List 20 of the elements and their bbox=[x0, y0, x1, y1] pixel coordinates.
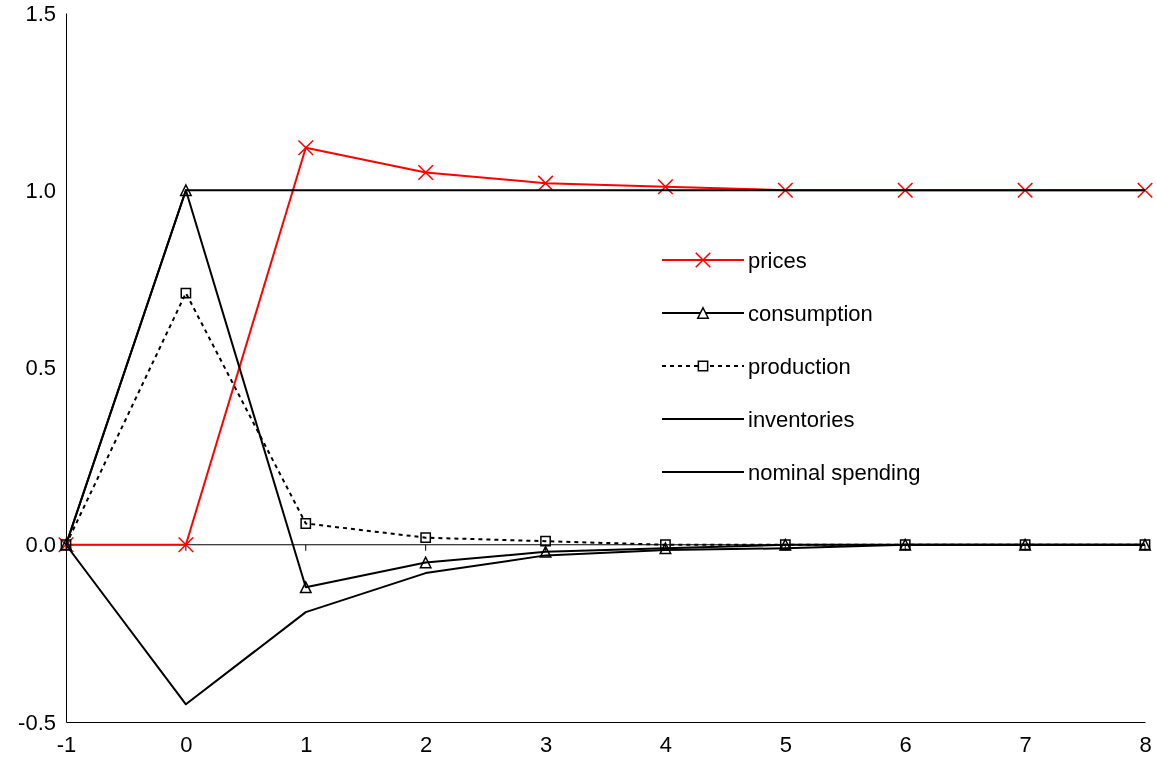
x-tick-label: 0 bbox=[180, 731, 193, 757]
legend-label: nominal spending bbox=[748, 459, 921, 485]
x-tick-label: 4 bbox=[659, 731, 673, 757]
y-tick-label: 0.5 bbox=[25, 355, 56, 381]
x-tick-label: -1 bbox=[56, 731, 77, 757]
legend-label: inventories bbox=[748, 406, 855, 432]
x-tick-label: 6 bbox=[899, 731, 912, 757]
x-tick-label: 2 bbox=[420, 731, 433, 757]
x-tick-label: 1 bbox=[300, 731, 313, 757]
legend-label: consumption bbox=[748, 300, 873, 326]
x-tick-label: 7 bbox=[1019, 731, 1032, 757]
x-tick-label: 3 bbox=[539, 731, 553, 757]
y-tick-label: 1.0 bbox=[25, 177, 56, 203]
legend-label: production bbox=[748, 353, 851, 379]
legend-label: prices bbox=[748, 247, 807, 273]
x-tick-label: 5 bbox=[779, 731, 792, 757]
x-tick-label: 8 bbox=[1139, 731, 1152, 757]
y-tick-label: 0.0 bbox=[25, 532, 56, 558]
y-tick-label: -0.5 bbox=[18, 709, 56, 735]
y-tick-label: 1.5 bbox=[25, 0, 56, 26]
